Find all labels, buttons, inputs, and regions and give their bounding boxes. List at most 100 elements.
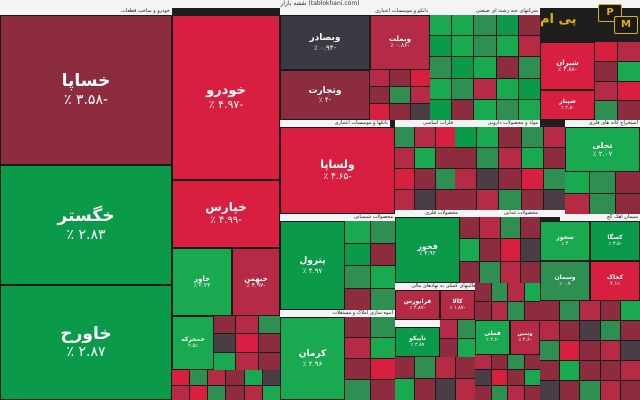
tile-name: تجلی (592, 140, 613, 150)
tile-name: فخوز (417, 241, 438, 251)
tile-faraber[interactable]: فرابورس -۴.۸۷ ٪ (395, 290, 440, 320)
tile-vebsader[interactable]: وبصادر -۰.۹۴ ٪ (280, 15, 370, 70)
tile-vasmen[interactable]: وسمان ۰.۷ ٪ (540, 261, 590, 301)
tile-shiran[interactable]: شیران -۴.۸۸ ٪ (540, 42, 595, 90)
multi-industry-tiles (430, 15, 540, 120)
pharma-tiles (455, 127, 565, 210)
tile-name: خبهمن (244, 274, 268, 283)
tile-vebmellat[interactable]: وبملت -۰.۸۶ ٪ (370, 15, 430, 70)
sector-label-auto: خودرو و ساخت قطعات (0, 8, 172, 15)
tile-percent: -۴.۹۷ ٪ (208, 97, 244, 111)
tile-name: خپارس (205, 200, 247, 215)
sector-label-bank2: بانکها و موسسات اعتباری (280, 120, 390, 127)
tile-name: فملی (484, 330, 501, 338)
tile-percent: -۳.۵۸ ٪ (63, 91, 109, 108)
tile-name: وتجارت (308, 85, 342, 96)
tile-name: فرابورس (403, 297, 432, 305)
tile-name: خمحرکه (181, 335, 205, 343)
tile-percent: -۰.۹۴ ٪ (313, 43, 337, 52)
tile-khodro[interactable]: خودرو -۴.۹۷ ٪ (172, 15, 280, 180)
insurance-tiles (395, 357, 475, 400)
tile-percent: ۴.۱٪ (610, 280, 620, 287)
sector-label-food: محصولات غذایی (460, 210, 540, 217)
mining-tiles (565, 172, 640, 214)
auto-small-tiles-2 (214, 316, 280, 370)
tile-khamehra[interactable]: خمحرکه ۲.۵٪ (172, 316, 214, 370)
tile-kharpars[interactable]: خپارس -۴.۹۹ ٪ (172, 180, 280, 248)
tile-percent: -۴.۹۹ ٪ (210, 215, 242, 227)
tile-name: تاپیکو (409, 334, 426, 342)
sector-label-mining: استخراج کانه های فلزی (565, 120, 640, 127)
sector-label-multi: شرکتهای چند رشته ای صنعتی (430, 8, 540, 15)
tile-kekhak[interactable]: کخاک ۴.۱٪ (590, 261, 640, 301)
tile-kerman[interactable]: کرمان ۲.۹۶ ٪ (280, 317, 345, 400)
tile-khavarezm[interactable]: خاورح ۲.۸۷ ٪ (0, 285, 172, 400)
tile-sekhoz[interactable]: سخوز ۴ ٪ (540, 221, 590, 261)
tile-percent: ۲.۹۶ ٪ (302, 359, 323, 368)
tile-percent: ۴ ٪ (561, 240, 569, 247)
tile-kala[interactable]: کالا -۱.۸۷ ٪ (440, 290, 475, 320)
tile-percent: ۴.۹۷ ٪ (302, 266, 323, 275)
tile-percent: -۲.۸ ٪ (560, 104, 575, 111)
sector-label-financial: فعالیتهای کمکی به نهادهای مالی (395, 283, 480, 290)
tile-name: سخوز (556, 233, 574, 241)
misc-tiles-a (475, 283, 540, 320)
sector-label-chemical: محصولات شیمیایی (280, 214, 395, 221)
tile-vatmen[interactable]: وتمین -۲.۶ ٪ (510, 320, 540, 355)
tile-name: شپنار (559, 97, 576, 105)
tile-tajli[interactable]: تجلی ۲.۰۷ ٪ (565, 127, 640, 172)
tile-name: خگستر (57, 206, 115, 227)
tile-khasapa[interactable]: خساپا -۳.۵۸ ٪ (0, 15, 172, 165)
tile-name: وتمین (517, 330, 533, 337)
realestate-tiles (345, 317, 395, 400)
tile-khavar[interactable]: خاور ۲.۲۳ ٪ (172, 248, 232, 316)
tile-khebahman[interactable]: خبهمن -۴.۹۷ ٪ (232, 248, 280, 316)
tile-vetejarat[interactable]: وتجارت -۴ ٪ (280, 70, 370, 120)
tile-khegostar[interactable]: خگستر ۲.۸۳ ٪ (0, 165, 172, 285)
misc-tiles-b (475, 355, 540, 400)
pm-logo: پی ام P M (540, 2, 638, 42)
tile-name: کالا (452, 297, 463, 305)
tile-percent: ۳.۹۲ ٪ (419, 250, 436, 258)
tile-kesakh[interactable]: کسگا -۳.۵ ٪ (590, 221, 640, 261)
food-tiles (460, 217, 540, 283)
sector-label-realestate: انبوه سازی املاک و مستغلات (280, 310, 395, 317)
tile-percent: -۴ ٪ (318, 96, 332, 105)
auto-small-tiles (172, 370, 280, 400)
tile-fakhouz[interactable]: فخوز ۳.۹۲ ٪ (395, 217, 460, 283)
tile-vasapa[interactable]: ولساپا -۴.۶۵ ٪ (280, 127, 395, 214)
sector-label-banks: دانکو و موسسات اعتباری (280, 8, 430, 15)
tile-percent: -۴.۶۵ ٪ (323, 171, 352, 182)
basic-metals-tiles (395, 127, 455, 210)
tile-fooman[interactable]: فملی -۲.۶ ٪ (475, 320, 510, 355)
tile-petrol[interactable]: پترول ۴.۹۷ ٪ (280, 221, 345, 310)
tile-name: کخاک (606, 273, 624, 281)
logo-box-m: M (614, 16, 638, 34)
tile-percent: ۰.۷ ٪ (559, 280, 571, 287)
tile-percent: ۲.۲۳ ٪ (193, 281, 211, 289)
tile-name: شیران (556, 58, 579, 67)
tile-name: وبصادر (309, 33, 341, 44)
tile-name: خودرو (206, 82, 246, 98)
tile-percent: ۳.۸۷ ٪ (410, 341, 425, 348)
tile-percent: -۴.۸۷ ٪ (409, 304, 426, 311)
minerals-tiles (540, 301, 640, 400)
tile-percent: -۱.۸۷ ٪ (449, 304, 466, 311)
tile-name: کسگا (607, 233, 623, 241)
tile-name: خاورح (60, 323, 112, 344)
sector-label-cement: سیمان آهک گچ (560, 214, 640, 221)
tile-percent: -۳.۵ ٪ (608, 240, 622, 247)
tile-name: ولساپا (320, 158, 355, 171)
tile-percent: ۲.۰۷ ٪ (592, 150, 613, 159)
tile-percent: -۴.۹۷ ٪ (246, 281, 266, 289)
tile-tapico[interactable]: تاپیکو ۳.۸۷ ٪ (395, 327, 440, 357)
tile-shinarab[interactable]: شپنار -۲.۸ ٪ (540, 90, 595, 120)
sector-label-basic-metals: فلزات اساسی (395, 120, 455, 127)
financial-tiles (440, 320, 475, 357)
tile-name: کرمان (298, 349, 327, 360)
tile-percent: ۲.۸۷ ٪ (66, 344, 106, 361)
map-title: نقشه بازار (tablokhani.com) (0, 0, 640, 8)
tile-name: خساپا (61, 71, 111, 92)
tile-name: خاور (193, 274, 211, 283)
